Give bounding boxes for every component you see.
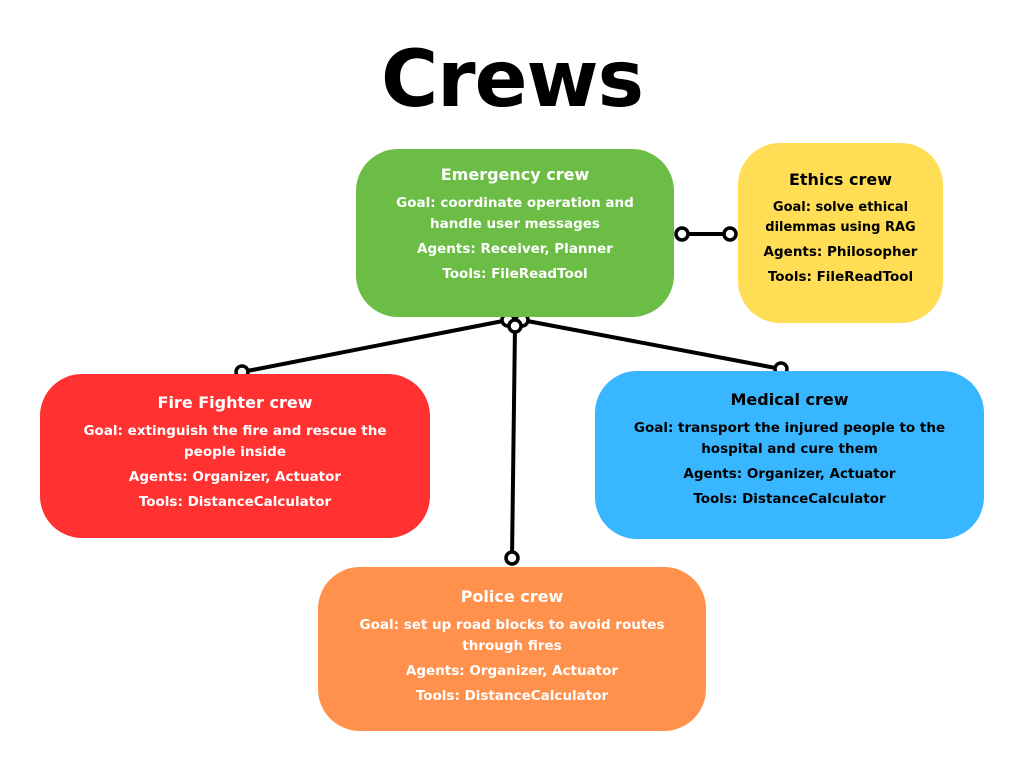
ethics-crew-name: Ethics crew xyxy=(788,170,893,189)
emergency-crew-goal: Goal: coordinate operation and handle us… xyxy=(396,195,634,232)
fire-fighter-crew-agents: Agents: Organizer, Actuator xyxy=(128,469,342,485)
police-crew-tools: Tools: DistanceCalculator xyxy=(415,688,609,704)
medical-crew-box: Medical crew Goal: transport the injured… xyxy=(595,371,984,539)
medical-crew-goal: Goal: transport the injured people to th… xyxy=(633,420,946,457)
fire-fighter-crew-box: Fire Fighter crew Goal: extinguish the f… xyxy=(40,374,430,538)
police-crew-agents: Agents: Organizer, Actuator xyxy=(405,663,619,679)
fire-fighter-crew-name: Fire Fighter crew xyxy=(157,393,313,412)
emergency-crew-box: Emergency crew Goal: coordinate operatio… xyxy=(356,149,674,317)
fire-fighter-crew-tools: Tools: DistanceCalculator xyxy=(138,494,332,510)
ethics-crew-agents: Agents: Philosopher xyxy=(763,244,918,260)
connector-end-ethics-left xyxy=(674,226,690,242)
connector-emergency-police xyxy=(510,324,517,560)
ethics-crew-tools: Tools: FileReadTool xyxy=(767,269,914,285)
medical-crew-agents: Agents: Organizer, Actuator xyxy=(683,466,896,482)
police-crew-name: Police crew xyxy=(460,587,564,606)
diagram-title: Crews xyxy=(380,35,644,125)
emergency-crew-tools: Tools: FileReadTool xyxy=(442,266,588,282)
police-crew-goal: Goal: set up road blocks to avoid routes… xyxy=(359,617,665,654)
connector-emergency-fire xyxy=(240,318,510,374)
connector-end-ethics-right xyxy=(722,226,738,242)
police-crew-box: Police crew Goal: set up road blocks to … xyxy=(318,567,706,731)
ethics-crew-box: Ethics crew Goal: solve ethical dilemmas… xyxy=(738,143,943,323)
connector-end-emergency-police xyxy=(507,318,523,334)
medical-crew-name: Medical crew xyxy=(730,390,849,409)
connector-end-police xyxy=(504,550,520,566)
connector-emergency-medical xyxy=(520,318,783,371)
emergency-crew-name: Emergency crew xyxy=(440,165,590,184)
medical-crew-tools: Tools: DistanceCalculator xyxy=(693,491,886,507)
ethics-crew-goal: Goal: solve ethical dilemmas using RAG xyxy=(765,200,916,235)
fire-fighter-crew-goal: Goal: extinguish the fire and rescue the… xyxy=(83,423,387,460)
emergency-crew-agents: Agents: Receiver, Planner xyxy=(417,241,613,257)
